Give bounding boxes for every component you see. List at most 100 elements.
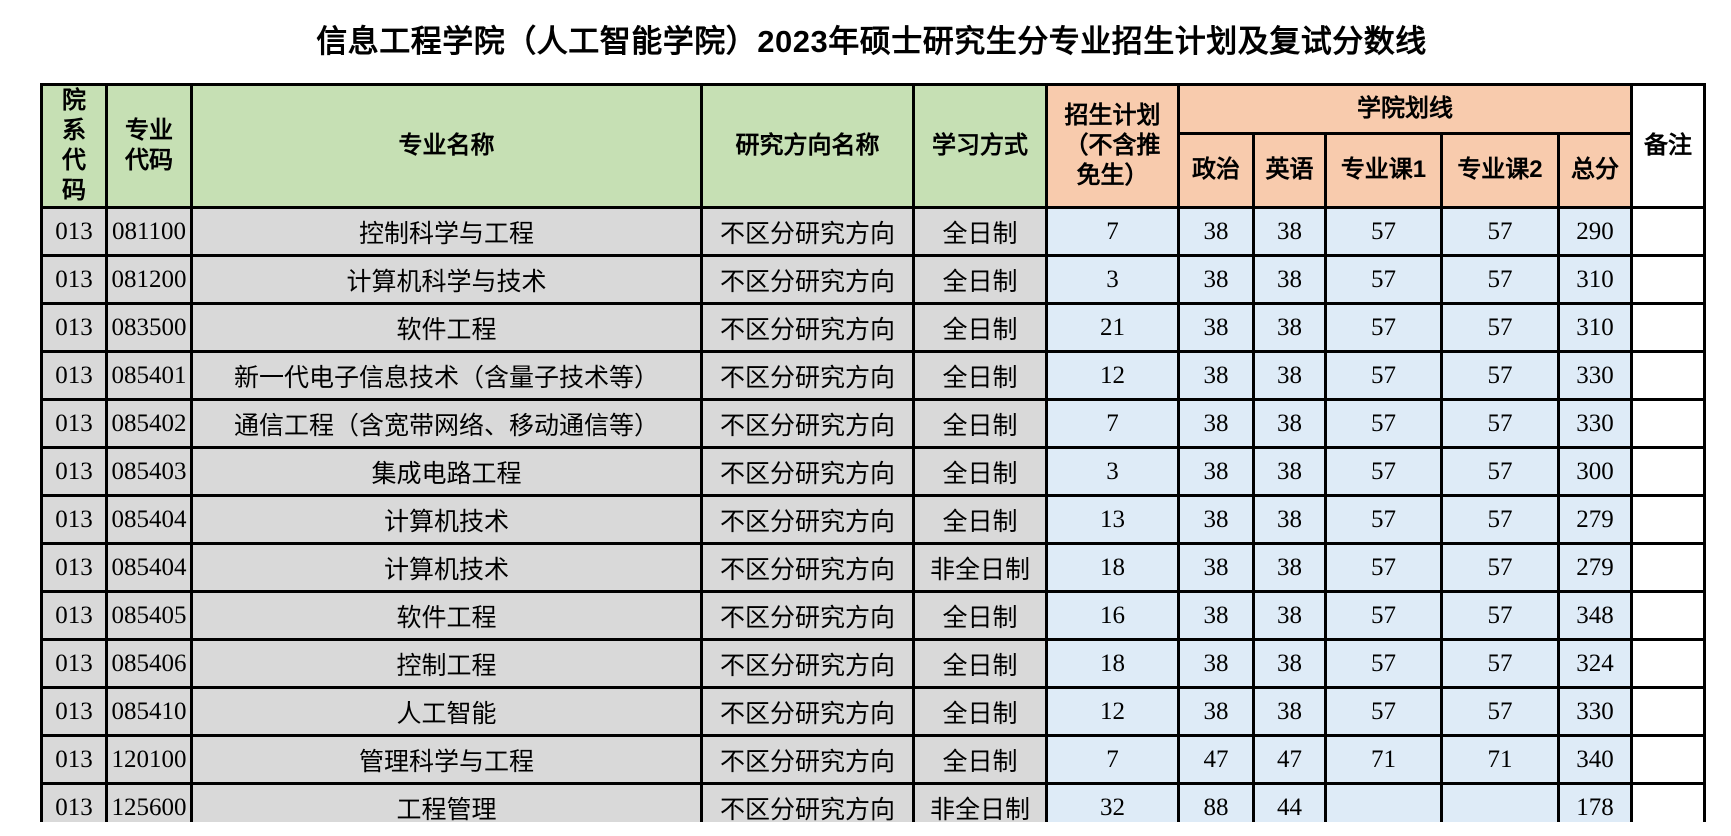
cell-plan: 18 xyxy=(1045,638,1180,689)
cell-direction: 不区分研究方向 xyxy=(700,254,915,305)
cell-course1 xyxy=(1324,782,1443,822)
cell-remark xyxy=(1630,206,1707,257)
header-study-mode: 学习方式 xyxy=(912,83,1048,209)
cell-course1: 57 xyxy=(1324,542,1443,593)
cell-major-name: 软件工程 xyxy=(190,590,703,641)
cell-politics: 38 xyxy=(1177,398,1255,449)
cell-remark xyxy=(1630,398,1707,449)
cell-major-code: 085404 xyxy=(105,494,193,545)
cell-dept-code: 013 xyxy=(40,350,108,401)
cell-dept-code: 013 xyxy=(40,206,108,257)
cell-direction: 不区分研究方向 xyxy=(700,446,915,497)
table-row: 013 081100 控制科学与工程 不区分研究方向 全日制 7 38 38 5… xyxy=(40,206,1707,257)
header-course1: 专业课1 xyxy=(1324,131,1443,210)
cell-direction: 不区分研究方向 xyxy=(700,734,915,785)
cell-remark xyxy=(1630,350,1707,401)
cell-politics: 38 xyxy=(1177,206,1255,257)
cell-major-code: 085406 xyxy=(105,638,193,689)
table-row: 013 085406 控制工程 不区分研究方向 全日制 18 38 38 57 … xyxy=(40,638,1707,689)
cell-english: 47 xyxy=(1252,734,1327,785)
cell-plan: 18 xyxy=(1045,542,1180,593)
cell-remark xyxy=(1630,494,1707,545)
cell-course1: 57 xyxy=(1324,350,1443,401)
admissions-table: 院系代码 专业代码 专业名称 研究方向名称 学习方式 招生计划（不含推免生） 学… xyxy=(40,83,1707,822)
cell-study-mode: 全日制 xyxy=(912,350,1048,401)
cell-course1: 57 xyxy=(1324,638,1443,689)
cell-english: 38 xyxy=(1252,206,1327,257)
table-row: 013 085403 集成电路工程 不区分研究方向 全日制 3 38 38 57… xyxy=(40,446,1707,497)
cell-total: 348 xyxy=(1556,590,1634,641)
cell-plan: 13 xyxy=(1045,494,1180,545)
cell-plan: 16 xyxy=(1045,590,1180,641)
header-remark: 备注 xyxy=(1630,83,1707,209)
cell-study-mode: 全日制 xyxy=(912,686,1048,737)
cell-direction: 不区分研究方向 xyxy=(700,638,915,689)
cell-politics: 38 xyxy=(1177,494,1255,545)
header-english: 英语 xyxy=(1252,131,1327,210)
cell-major-name: 工程管理 xyxy=(190,782,703,822)
cell-course1: 57 xyxy=(1324,302,1443,353)
cell-major-code: 081200 xyxy=(105,254,193,305)
cell-direction: 不区分研究方向 xyxy=(700,350,915,401)
cell-major-name: 软件工程 xyxy=(190,302,703,353)
cell-study-mode: 全日制 xyxy=(912,398,1048,449)
cell-course1: 57 xyxy=(1324,590,1443,641)
cell-major-name: 计算机技术 xyxy=(190,542,703,593)
cell-english: 38 xyxy=(1252,638,1327,689)
cell-total: 300 xyxy=(1556,446,1634,497)
cell-direction: 不区分研究方向 xyxy=(700,302,915,353)
cell-dept-code: 013 xyxy=(40,590,108,641)
cell-major-name: 计算机技术 xyxy=(190,494,703,545)
cell-major-code: 085404 xyxy=(105,542,193,593)
cell-politics: 38 xyxy=(1177,542,1255,593)
cell-course2: 57 xyxy=(1440,446,1560,497)
cell-course2: 57 xyxy=(1440,350,1560,401)
cell-course1: 57 xyxy=(1324,254,1443,305)
cell-politics: 38 xyxy=(1177,446,1255,497)
cell-course2: 57 xyxy=(1440,494,1560,545)
cell-direction: 不区分研究方向 xyxy=(700,686,915,737)
cell-dept-code: 013 xyxy=(40,638,108,689)
cell-course1: 57 xyxy=(1324,398,1443,449)
cell-major-name: 通信工程（含宽带网络、移动通信等） xyxy=(190,398,703,449)
table-row: 013 081200 计算机科学与技术 不区分研究方向 全日制 3 38 38 … xyxy=(40,254,1707,305)
cell-major-code: 085403 xyxy=(105,446,193,497)
cell-course1: 71 xyxy=(1324,734,1443,785)
cell-major-code: 085410 xyxy=(105,686,193,737)
admissions-table-container: 院系代码 专业代码 专业名称 研究方向名称 学习方式 招生计划（不含推免生） 学… xyxy=(40,83,1710,822)
cell-course2: 57 xyxy=(1440,398,1560,449)
cell-dept-code: 013 xyxy=(40,686,108,737)
table-row: 013 085410 人工智能 不区分研究方向 全日制 12 38 38 57 … xyxy=(40,686,1707,737)
cell-study-mode: 非全日制 xyxy=(912,782,1048,822)
table-row: 013 085404 计算机技术 不区分研究方向 非全日制 18 38 38 5… xyxy=(40,542,1707,593)
header-major-code: 专业代码 xyxy=(105,83,193,209)
cell-dept-code: 013 xyxy=(40,446,108,497)
cell-english: 38 xyxy=(1252,302,1327,353)
cell-direction: 不区分研究方向 xyxy=(700,782,915,822)
header-politics: 政治 xyxy=(1177,131,1255,210)
cell-remark xyxy=(1630,542,1707,593)
cell-major-code: 081100 xyxy=(105,206,193,257)
cell-dept-code: 013 xyxy=(40,494,108,545)
cell-course2: 57 xyxy=(1440,542,1560,593)
cell-total: 290 xyxy=(1556,206,1634,257)
cell-course2 xyxy=(1440,782,1560,822)
cell-politics: 88 xyxy=(1177,782,1255,822)
cell-course1: 57 xyxy=(1324,446,1443,497)
cell-english: 38 xyxy=(1252,686,1327,737)
cell-remark xyxy=(1630,686,1707,737)
cell-english: 38 xyxy=(1252,494,1327,545)
cell-politics: 47 xyxy=(1177,734,1255,785)
cell-major-name: 计算机科学与技术 xyxy=(190,254,703,305)
cell-course2: 57 xyxy=(1440,638,1560,689)
cell-direction: 不区分研究方向 xyxy=(700,398,915,449)
header-plan: 招生计划（不含推免生） xyxy=(1045,83,1180,209)
cell-direction: 不区分研究方向 xyxy=(700,590,915,641)
table-row: 013 085404 计算机技术 不区分研究方向 全日制 13 38 38 57… xyxy=(40,494,1707,545)
cell-study-mode: 全日制 xyxy=(912,734,1048,785)
cell-major-name: 集成电路工程 xyxy=(190,446,703,497)
cell-dept-code: 013 xyxy=(40,398,108,449)
cell-dept-code: 013 xyxy=(40,542,108,593)
cell-politics: 38 xyxy=(1177,686,1255,737)
header-dept-code: 院系代码 xyxy=(40,83,108,209)
